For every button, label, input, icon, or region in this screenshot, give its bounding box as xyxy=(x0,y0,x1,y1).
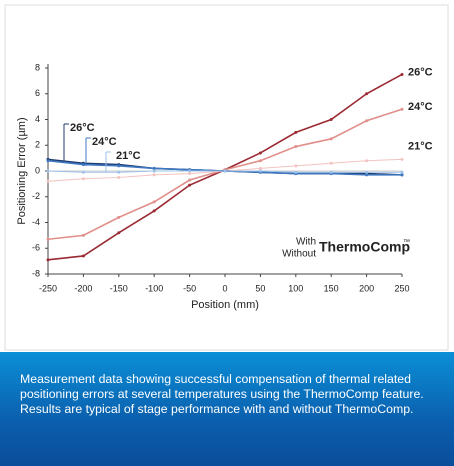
point xyxy=(400,157,404,161)
chart-frame xyxy=(4,4,449,351)
y-tick-label: 4 xyxy=(35,114,40,124)
point xyxy=(294,164,298,168)
y-tick-label: 2 xyxy=(35,140,40,150)
legend-mark: ™ xyxy=(403,239,410,246)
point xyxy=(188,178,192,182)
series-label: 21°C xyxy=(116,150,141,162)
point xyxy=(365,170,369,174)
x-tick-label: 100 xyxy=(288,283,303,293)
point xyxy=(81,254,85,258)
x-axis-title: Position (mm) xyxy=(191,299,259,311)
x-tick-label: -50 xyxy=(183,283,196,293)
point xyxy=(365,173,369,177)
legend-with: With xyxy=(296,237,316,248)
point xyxy=(365,92,369,96)
x-tick-label: 0 xyxy=(222,283,227,293)
x-tick-label: 250 xyxy=(394,283,409,293)
point xyxy=(329,137,333,141)
point xyxy=(365,119,369,123)
series-label: 24°C xyxy=(92,136,117,148)
y-tick-label: -8 xyxy=(32,268,40,278)
point xyxy=(400,173,404,177)
x-tick-label: -200 xyxy=(74,283,92,293)
point xyxy=(188,183,192,187)
x-tick-label: -150 xyxy=(110,283,128,293)
point xyxy=(294,145,298,149)
point xyxy=(117,170,121,174)
point xyxy=(258,151,262,155)
point xyxy=(188,172,192,176)
point xyxy=(400,72,404,76)
point xyxy=(152,166,156,170)
point xyxy=(46,169,50,173)
y-tick-label: -6 xyxy=(32,243,40,253)
point xyxy=(81,177,85,181)
point xyxy=(46,237,50,241)
caption: Measurement data showing successful comp… xyxy=(0,352,454,466)
x-tick-label: 50 xyxy=(255,283,265,293)
point xyxy=(294,170,298,174)
series-label: 26°C xyxy=(70,122,95,134)
y-tick-label: -2 xyxy=(32,191,40,201)
point xyxy=(258,166,262,170)
series-line xyxy=(47,73,403,261)
x-tick-label: 150 xyxy=(324,283,339,293)
legend-without: Without xyxy=(282,249,316,260)
point xyxy=(400,170,404,174)
point xyxy=(117,215,121,219)
point xyxy=(329,170,333,174)
legend-brand: ThermoComp xyxy=(319,239,410,255)
series-label: 21°C xyxy=(408,140,433,152)
point xyxy=(81,170,85,174)
point xyxy=(46,179,50,183)
point xyxy=(329,161,333,165)
point xyxy=(46,258,50,262)
point xyxy=(188,169,192,173)
y-axis-title: Positioning Error (µm) xyxy=(16,117,28,224)
chart: Positioning Error (µm) Position (mm) -8 -… xyxy=(4,4,449,351)
point xyxy=(258,159,262,163)
point xyxy=(258,169,262,173)
x-tick-label: -100 xyxy=(145,283,163,293)
point xyxy=(117,164,121,168)
point xyxy=(152,209,156,213)
point xyxy=(81,233,85,237)
point xyxy=(46,159,50,163)
series-label: 26°C xyxy=(408,66,433,78)
y-tick-label: 8 xyxy=(35,62,40,72)
point xyxy=(152,173,156,177)
point xyxy=(152,169,156,173)
point xyxy=(81,163,85,167)
point xyxy=(117,231,121,235)
point xyxy=(365,159,369,163)
point xyxy=(223,169,227,173)
point xyxy=(329,118,333,121)
point xyxy=(152,200,156,204)
point xyxy=(117,175,121,179)
point xyxy=(400,107,404,111)
x-tick-label: -250 xyxy=(39,283,57,293)
y-tick-label: 0 xyxy=(35,165,40,175)
series-label: 24°C xyxy=(408,101,433,113)
y-tick-label: 6 xyxy=(35,88,40,98)
x-tick-label: 200 xyxy=(359,283,374,293)
y-tick-label: -4 xyxy=(32,217,40,227)
point xyxy=(294,130,298,134)
